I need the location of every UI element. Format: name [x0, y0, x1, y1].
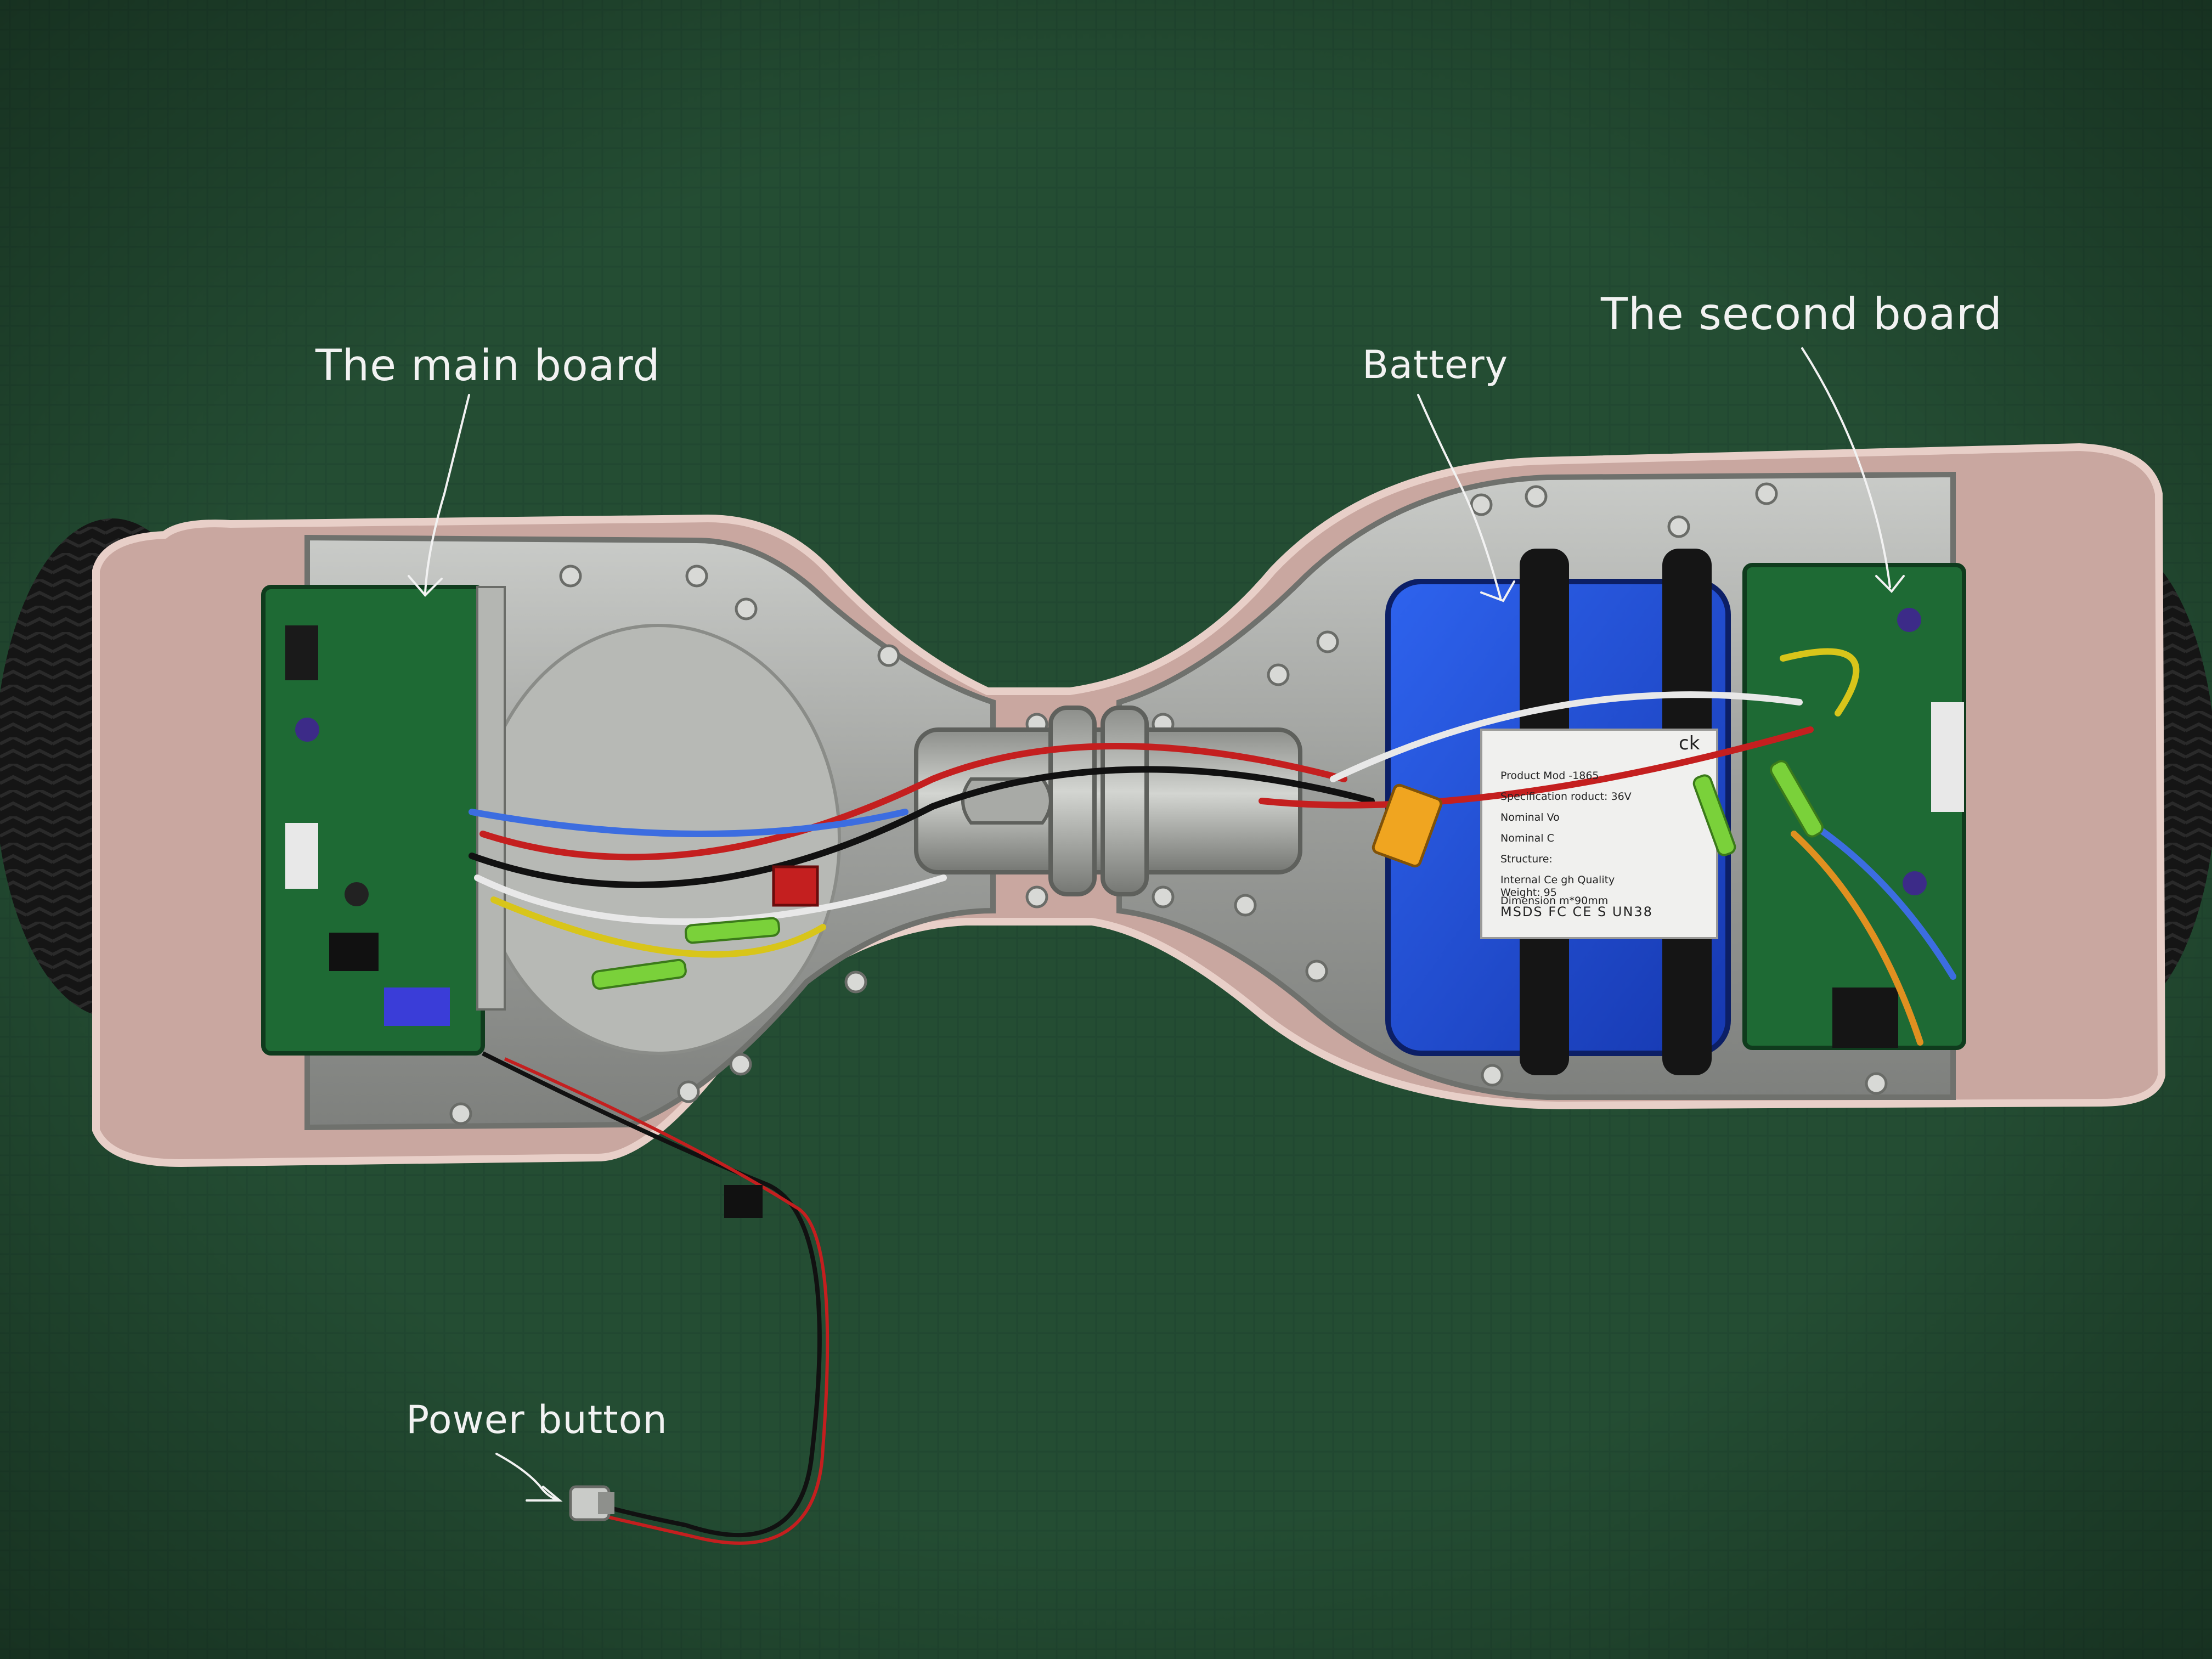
second-board-label: The second board	[1601, 289, 2002, 340]
green-connectors	[591, 760, 1824, 990]
main-board-label: The main board	[315, 341, 661, 391]
battery-label-line: Product Mod -1865	[1500, 770, 1599, 782]
screws	[449, 482, 1888, 1125]
power-button-arrow	[495, 1453, 563, 1502]
battery-label-line: Weight: 95	[1500, 887, 1557, 899]
second-board-arrow	[1801, 347, 1905, 594]
main-board-pcb	[261, 585, 506, 1056]
battery-arrow	[1417, 394, 1515, 602]
battery-label-line: Internal Ce gh Quality	[1500, 874, 1615, 886]
xt60-connector	[1372, 783, 1443, 868]
second-board-pcb	[1742, 563, 1966, 1050]
battery-label-lines: Product Mod -1865 Specification roduct: …	[1500, 765, 1632, 911]
battery-label-line: Dimension m*90mm	[1500, 895, 1609, 907]
power-button-assembly	[482, 1051, 830, 1545]
battery-label: Battery	[1362, 342, 1509, 387]
annotation-arrows	[408, 347, 1905, 1502]
battery-label-line: Specification roduct: 36V	[1500, 791, 1632, 803]
red-t-plug	[772, 865, 819, 907]
power-button-label: Power button	[406, 1397, 668, 1442]
battery-label-line: Nominal Vo	[1500, 811, 1560, 823]
battery-label-heading: ck	[1679, 732, 1700, 754]
central-axle	[914, 706, 1302, 896]
wiring-harness	[469, 648, 1956, 1046]
battery-label-footer: MSDS FC CE S UN38	[1500, 904, 1653, 919]
battery-label-line: Nominal C	[1500, 832, 1554, 844]
main-board-arrow	[408, 394, 470, 597]
battery-label-line: Structure:	[1500, 853, 1553, 865]
